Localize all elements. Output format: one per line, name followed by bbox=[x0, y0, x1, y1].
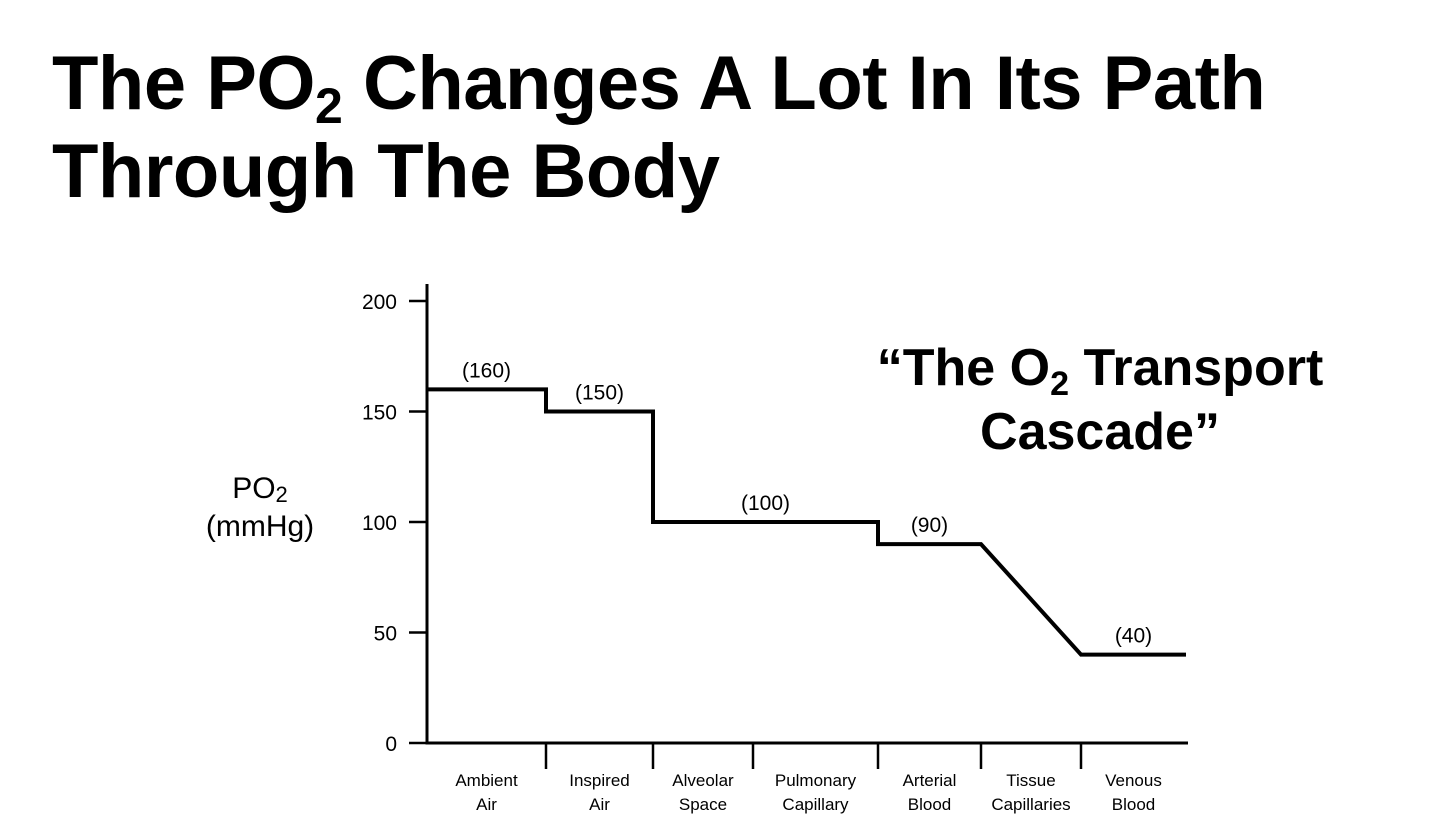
x-tick-label-inspired-air: Inspired Air bbox=[569, 771, 629, 814]
x-tick-label-line: Tissue bbox=[1006, 771, 1055, 790]
y-tick-label-0: 0 bbox=[385, 733, 397, 756]
value-labels: (160) (150) (100) (90) (40) bbox=[462, 359, 1152, 647]
x-tick-label-venous-blood: Venous Blood bbox=[1105, 771, 1162, 814]
annotation-line-2: Cascade” bbox=[980, 403, 1220, 461]
x-tick-label-line: Venous bbox=[1105, 771, 1162, 790]
x-tick-label-line: Ambient bbox=[455, 771, 518, 790]
y-axis-label-main: PO2 bbox=[232, 472, 288, 507]
cascade-annotation: “The O2 Transport Cascade” bbox=[830, 336, 1370, 464]
value-label-90: (90) bbox=[911, 514, 948, 537]
x-tick-label-line: Inspired bbox=[569, 771, 629, 790]
x-tick-label-line: Arterial bbox=[903, 771, 957, 790]
y-tick-label-150: 150 bbox=[362, 402, 397, 425]
value-label-40: (40) bbox=[1115, 625, 1152, 648]
x-tick-label-line: Air bbox=[476, 795, 497, 814]
slide-title: The PO2 Changes A Lot In Its Path Throug… bbox=[52, 40, 1412, 216]
x-tick-label-line: Capillaries bbox=[991, 795, 1070, 814]
x-tick-label-arterial-blood: Arterial Blood bbox=[903, 771, 957, 814]
x-tick-label-alveolar-space: Alveolar Space bbox=[672, 771, 734, 814]
x-tick-label-tissue-capillaries: Tissue Capillaries bbox=[991, 771, 1070, 814]
x-ticks: Ambient Air Inspired Air Alveolar Space Pulmon… bbox=[455, 743, 1162, 814]
x-tick-label-line: Capillary bbox=[782, 795, 849, 814]
y-axis-label-unit: (mmHg) bbox=[205, 510, 315, 543]
y-tick-label-100: 100 bbox=[362, 512, 397, 535]
x-tick-label-line: Blood bbox=[1112, 795, 1155, 814]
x-tick-label-pulmonary-capillary: Pulmonary Capillary bbox=[775, 771, 857, 814]
title-line-2: Through The Body bbox=[52, 129, 720, 214]
value-label-150: (150) bbox=[575, 382, 624, 405]
chart-axes bbox=[425, 284, 1188, 745]
x-tick-label-ambient-air: Ambient Air bbox=[455, 771, 518, 814]
y-ticks: 0 50 100 150 200 bbox=[362, 291, 427, 756]
value-label-160: (160) bbox=[462, 359, 511, 382]
annotation-line-1: “The O2 Transport bbox=[876, 339, 1324, 403]
x-tick-label-line: Air bbox=[589, 795, 610, 814]
x-tick-label-line: Pulmonary bbox=[775, 771, 857, 790]
y-tick-label-200: 200 bbox=[362, 291, 397, 314]
cascade-line bbox=[427, 387, 1186, 657]
y-axis-label: PO2 (mmHg) bbox=[190, 470, 330, 546]
cascade-series bbox=[427, 387, 1186, 657]
title-line-1: The PO2 Changes A Lot In Its Path bbox=[52, 41, 1266, 134]
x-tick-label-line: Alveolar bbox=[672, 771, 734, 790]
x-tick-label-line: Space bbox=[679, 795, 727, 814]
y-tick-label-50: 50 bbox=[374, 623, 397, 646]
x-tick-label-line: Blood bbox=[908, 795, 951, 814]
value-label-100: (100) bbox=[741, 492, 790, 515]
